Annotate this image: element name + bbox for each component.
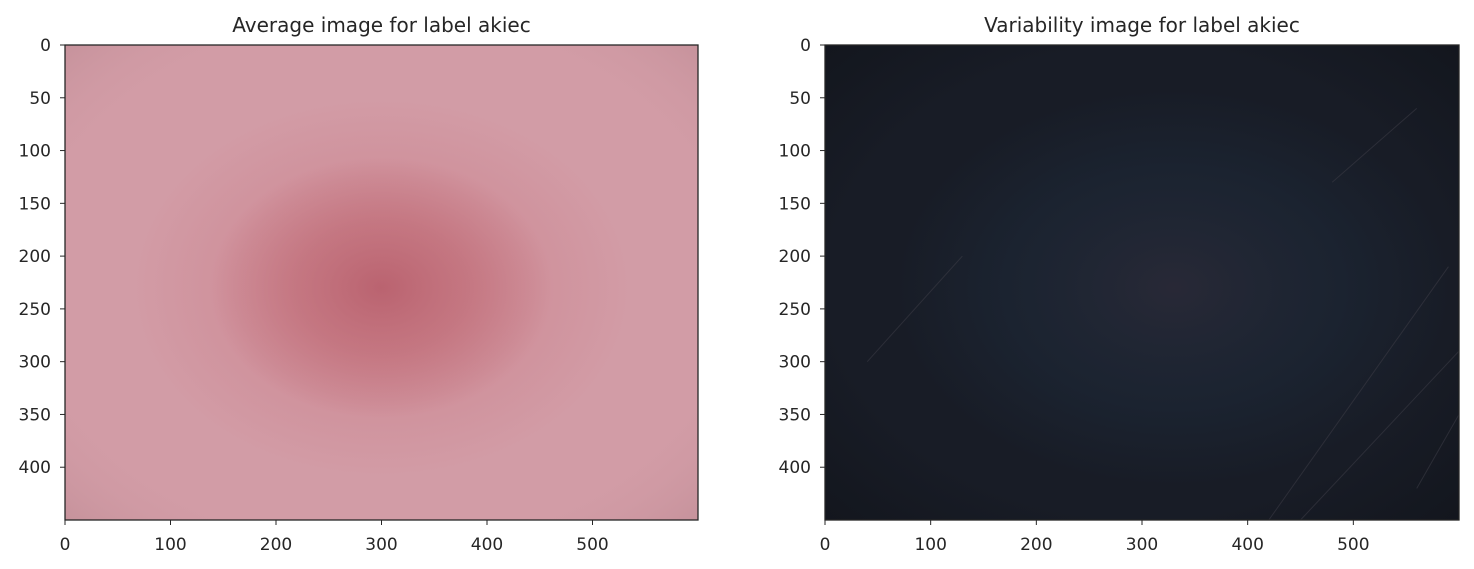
average-image-title: Average image for label akiec bbox=[232, 13, 530, 37]
average-image-y-tick-label: 100 bbox=[19, 142, 51, 162]
variability-image-x-tick-label: 400 bbox=[1231, 535, 1263, 555]
variability-image-x-tick-label: 500 bbox=[1337, 535, 1369, 555]
variability-image-hair-streak bbox=[866, 255, 963, 363]
variability-image-x-ticks: 0 100 200 300 400 500 bbox=[820, 520, 1370, 555]
average-image-y-tick-label: 350 bbox=[19, 405, 51, 425]
average-image-x-tick-label: 400 bbox=[471, 535, 503, 555]
average-image-x-ticks: 0 100 200 300 400 500 bbox=[60, 520, 609, 555]
average-image-heatmap bbox=[65, 45, 698, 520]
variability-image-hair-streak bbox=[1331, 107, 1418, 183]
variability-image-x-tick-label: 200 bbox=[1020, 535, 1052, 555]
variability-image-heatmap bbox=[825, 45, 1459, 520]
average-image-y-tick-label: 0 bbox=[40, 36, 51, 56]
variability-image-y-tick-label: 400 bbox=[779, 458, 811, 478]
variability-image-vignette bbox=[825, 45, 1459, 520]
variability-image-y-tick-label: 350 bbox=[779, 405, 811, 425]
average-image-y-tick-label: 50 bbox=[29, 89, 51, 109]
variability-image-x-tick-label: 100 bbox=[914, 535, 946, 555]
variability-image-x-tick-label: 0 bbox=[820, 535, 831, 555]
variability-image-y-tick-label: 0 bbox=[800, 36, 811, 56]
variability-image-y-tick-label: 300 bbox=[779, 353, 811, 373]
average-image-lesion-core bbox=[211, 157, 552, 418]
variability-image-y-tick-label: 250 bbox=[779, 300, 811, 320]
variability-image-y-tick-label: 100 bbox=[779, 142, 811, 162]
variability-image-y-tick-label: 50 bbox=[789, 89, 811, 109]
variability-image-panel: Variability image for label akiec 0 100 20… bbox=[779, 13, 1460, 555]
variability-image-y-tick-label: 150 bbox=[779, 194, 811, 214]
average-image-y-tick-label: 400 bbox=[19, 458, 51, 478]
variability-image-hair-streak bbox=[1268, 266, 1449, 520]
average-image-x-tick-label: 200 bbox=[260, 535, 292, 555]
variability-image-x-tick-label: 300 bbox=[1126, 535, 1158, 555]
average-image-x-tick-label: 100 bbox=[154, 535, 186, 555]
variability-image-title: Variability image for label akiec bbox=[984, 13, 1300, 37]
average-image-y-tick-label: 150 bbox=[19, 194, 51, 214]
average-image-y-tick-label: 250 bbox=[19, 300, 51, 320]
average-image-x-tick-label: 500 bbox=[576, 535, 608, 555]
average-image-x-tick-label: 0 bbox=[60, 535, 71, 555]
average-image-y-tick-label: 300 bbox=[19, 353, 51, 373]
variability-image-hair-streak bbox=[1300, 350, 1459, 520]
variability-image-y-tick-label: 200 bbox=[779, 247, 811, 267]
variability-image-y-ticks: 0 50 100 150 200 250 300 350 400 bbox=[779, 36, 825, 478]
variability-image-hair-streak bbox=[1416, 414, 1459, 489]
average-image-y-ticks: 0 50 100 150 200 250 300 350 400 bbox=[19, 36, 65, 478]
average-image-panel: Average image for label akiec 0 100 200 300… bbox=[19, 13, 699, 555]
average-image-y-tick-label: 200 bbox=[19, 247, 51, 267]
average-image-x-tick-label: 300 bbox=[365, 535, 397, 555]
